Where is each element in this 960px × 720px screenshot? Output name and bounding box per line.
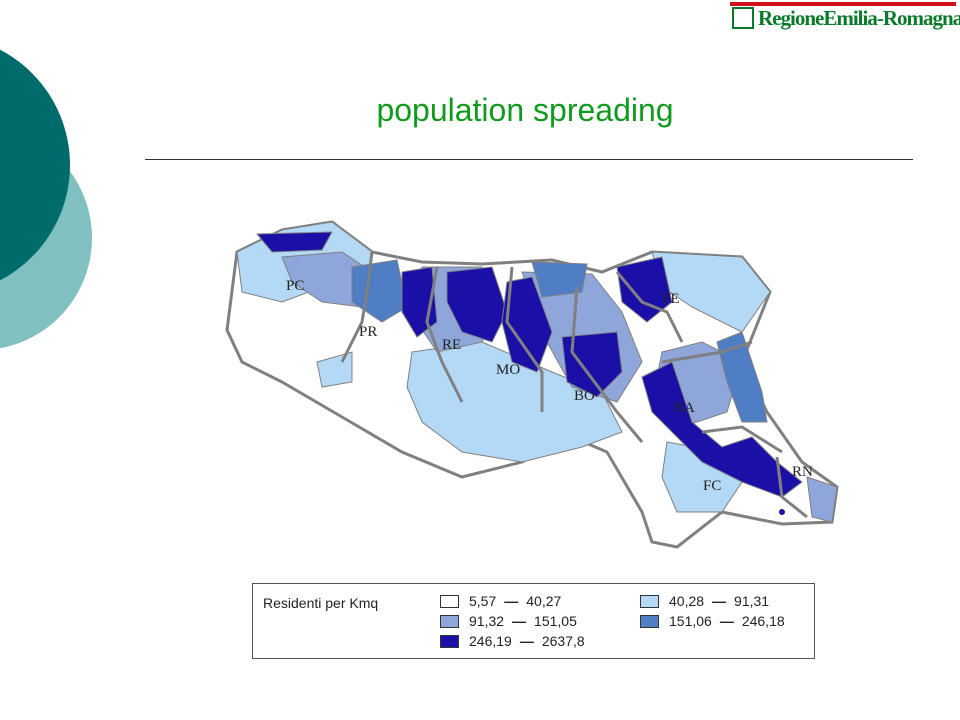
province-label-pr: PR [359,324,377,340]
legend-dash: — [719,613,734,629]
province-label-rn: RN [792,464,813,480]
logo-text: RegioneEmilia-Romagna [758,6,960,30]
legend-item: 246,19 — 2637,8 [440,633,585,649]
province-border [701,425,783,454]
province-border [661,340,753,364]
province-label-pc: PC [286,278,304,294]
legend-to: 151,05 [534,613,577,629]
page-title: population spreading [376,92,674,128]
legend-item: 151,06 — 246,18 [640,613,785,629]
logo-flag-icon [732,7,754,29]
logo-red-stripe [730,2,956,6]
province-label-fe: FE [662,291,680,307]
province-border [425,266,464,403]
regione-emilia-romagna-logo: RegioneEmilia-Romagna [730,2,960,36]
density-zone-very-high [641,361,803,498]
decorative-circles [0,49,92,349]
density-zone-high [716,331,768,423]
map-legend: Residenti per Kmq 5,57 — 40,27 40,28 — 9… [252,583,815,659]
province-label-ra: RA [674,400,695,416]
legend-from: 40,28 [669,593,705,609]
legend-from: 246,19 [469,633,512,649]
legend-swatch [440,614,459,628]
population-density-map: PC PR RE MO BO FE RA FC RN [225,220,839,549]
legend-from: 5,57 [469,593,497,609]
province-border [775,456,808,519]
density-zone-very-high [561,331,623,398]
density-zone-very-high [501,276,553,373]
density-zone-very-high [255,231,333,253]
density-zone-medium [806,476,838,523]
title-divider [145,159,913,160]
legend-swatch [440,594,459,608]
legend-to: 91,31 [734,593,770,609]
legend-swatch [640,614,659,628]
density-zone-very-high [779,509,785,515]
province-label-bo: BO [574,388,595,404]
province-label-re: RE [442,337,461,353]
legend-item: 40,28 — 91,31 [640,593,769,609]
density-zone-very-high [616,256,673,323]
legend-dash: — [712,593,727,609]
legend-dash: — [512,613,527,629]
density-zone-very-high [446,266,508,343]
legend-title: Residenti per Kmq [263,595,379,611]
legend-item: 91,32 — 151,05 [440,613,577,629]
legend-dash: — [519,633,534,649]
province-border [615,271,684,343]
province-border [505,266,544,412]
legend-swatch [440,634,459,648]
legend-from: 91,32 [469,613,505,629]
density-zone-high [531,261,588,298]
legend-item: 5,57 — 40,27 [440,593,561,609]
dark-teal-circle [0,49,70,281]
legend-to: 40,27 [526,593,562,609]
province-border [340,251,374,363]
province-border [570,286,644,443]
legend-to: 2637,8 [541,633,585,649]
legend-from: 151,06 [669,613,712,629]
legend-dash: — [504,593,519,609]
legend-swatch [640,594,659,608]
province-label-mo: MO [496,362,520,378]
legend-to: 246,18 [741,613,785,629]
province-label-fc: FC [703,478,721,494]
